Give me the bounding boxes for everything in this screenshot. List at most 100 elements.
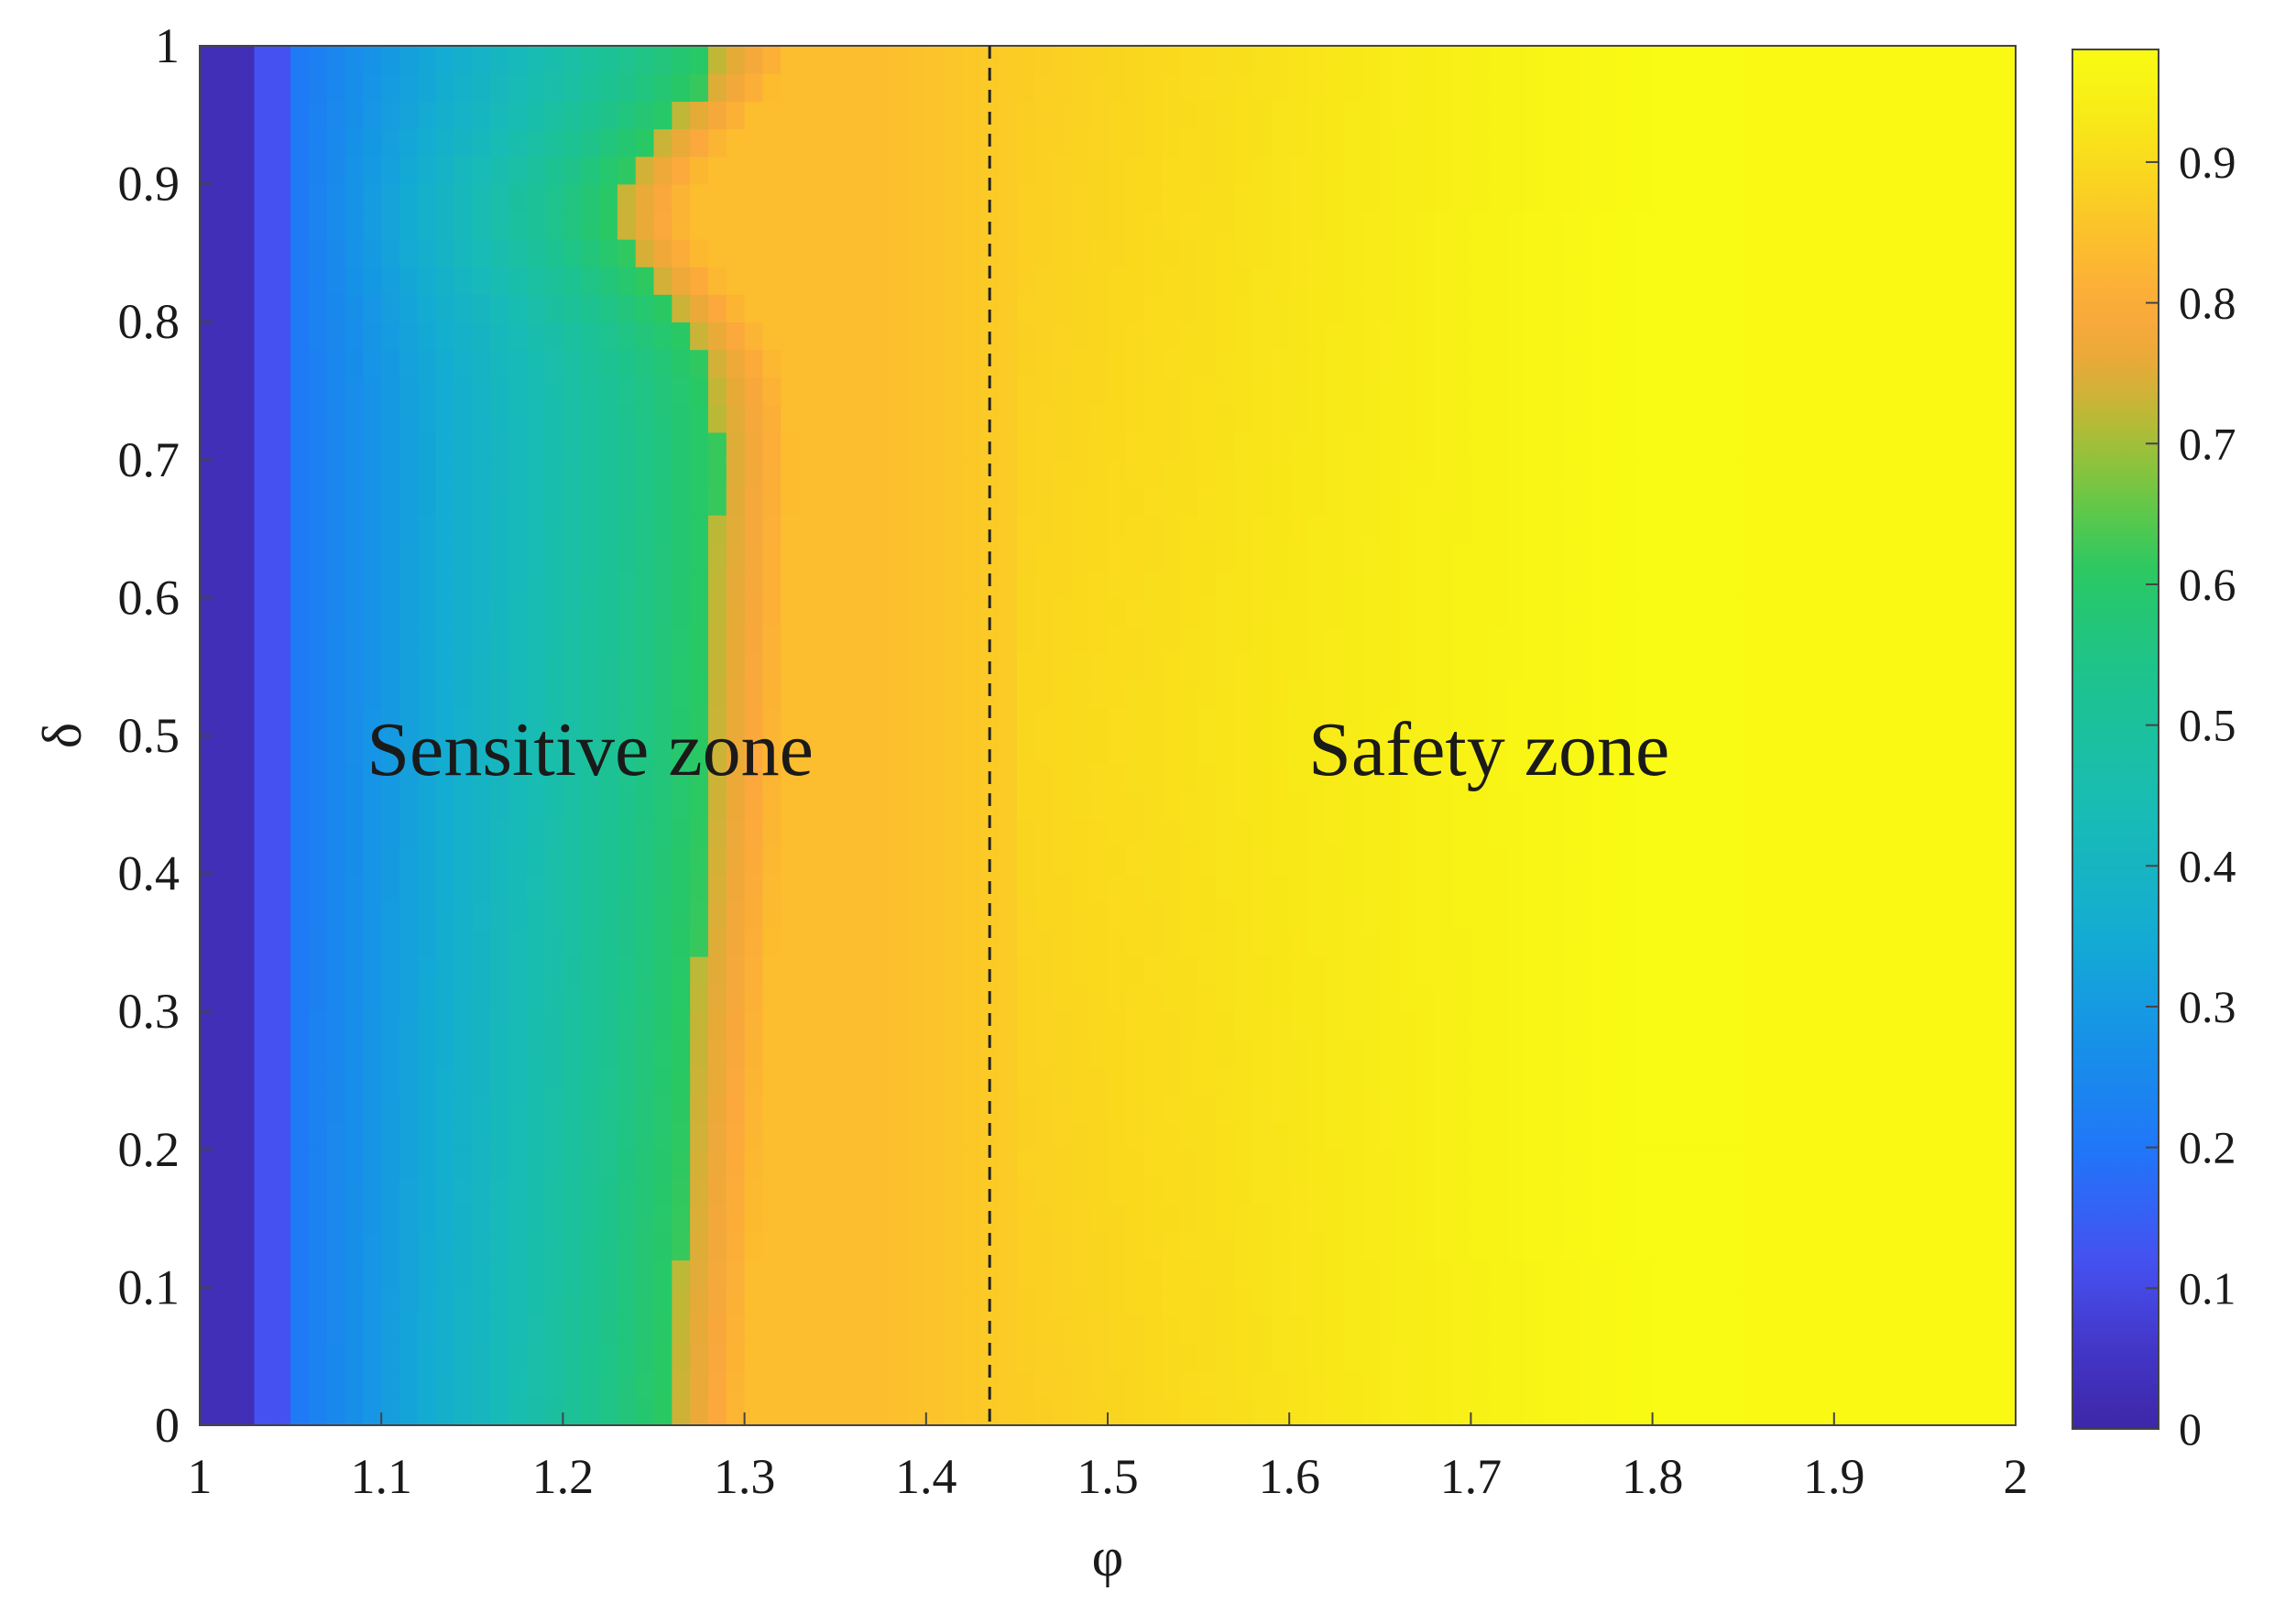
heatmap-cell	[1798, 1149, 1817, 1178]
heatmap-cell	[1034, 431, 1055, 461]
heatmap-cell	[1833, 1259, 1853, 1289]
heatmap-cell	[308, 266, 328, 295]
heatmap-cell	[635, 73, 655, 103]
heatmap-cell	[435, 707, 455, 736]
heatmap-cell	[399, 1039, 419, 1068]
heatmap-cell	[1598, 322, 1617, 351]
heatmap-cell	[1615, 652, 1635, 681]
heatmap-cell	[399, 294, 419, 322]
heatmap-cell	[363, 515, 382, 543]
heatmap-cell	[599, 1259, 618, 1289]
heatmap-cell	[944, 294, 964, 322]
heatmap-cell	[707, 1039, 727, 1068]
heatmap-cell	[907, 183, 927, 213]
heatmap-cell	[690, 238, 709, 267]
heatmap-cell	[1798, 707, 1817, 736]
heatmap-cell	[653, 680, 673, 709]
heatmap-cell	[1888, 294, 1908, 322]
heatmap-cell	[1942, 1369, 1962, 1399]
heatmap-cell	[1761, 459, 1781, 488]
heatmap-cell	[1071, 1066, 1090, 1095]
heatmap-cell	[1198, 46, 1218, 74]
heatmap-cell	[490, 542, 509, 572]
heatmap-cell	[1833, 1369, 1853, 1399]
heatmap-cell	[835, 486, 855, 516]
heatmap-cell	[1634, 928, 1654, 957]
heatmap-cell	[435, 404, 455, 433]
heatmap-cell	[1961, 349, 1981, 378]
heatmap-cell	[1180, 736, 1199, 764]
heatmap-cell	[744, 984, 764, 1012]
heatmap-cell	[1888, 1369, 1908, 1399]
heatmap-cell	[326, 266, 346, 295]
heatmap-cell	[962, 322, 982, 351]
heatmap-cell	[1089, 984, 1109, 1012]
heatmap-cell	[1271, 431, 1290, 461]
heatmap-cell	[1343, 211, 1363, 240]
heatmap-cell	[1198, 900, 1218, 930]
heatmap-cell	[1289, 322, 1308, 351]
heatmap-cell	[1380, 322, 1399, 351]
heatmap-cell	[1689, 845, 1708, 875]
heatmap-cell	[672, 1094, 691, 1123]
heatmap-cell	[581, 1342, 600, 1371]
heatmap-cell	[653, 1204, 673, 1233]
heatmap-cell	[1380, 1369, 1399, 1399]
heatmap-cell	[1252, 1066, 1273, 1095]
heatmap-cell	[816, 128, 836, 158]
heatmap-cell	[707, 73, 727, 103]
heatmap-cell	[254, 322, 274, 351]
heatmap-cell	[1561, 900, 1581, 930]
heatmap-cell	[980, 1149, 1000, 1178]
heatmap-cell	[1216, 652, 1236, 681]
heatmap-cell	[454, 570, 474, 599]
heatmap-cell	[254, 156, 274, 185]
heatmap-cell	[1979, 183, 1998, 213]
heatmap-cell	[672, 156, 691, 185]
heatmap-cell	[563, 873, 583, 902]
heatmap-cell	[1833, 625, 1853, 654]
heatmap-cell	[1053, 73, 1073, 103]
heatmap-cell	[1888, 1259, 1908, 1289]
heatmap-cell	[1507, 763, 1526, 792]
heatmap-cell	[1034, 1066, 1055, 1095]
heatmap-cell	[762, 652, 782, 681]
heatmap-cell	[1216, 984, 1236, 1012]
heatmap-cell	[1234, 101, 1254, 130]
heatmap-cell	[1580, 238, 1599, 267]
heatmap-cell	[1724, 431, 1744, 461]
heatmap-cell	[1689, 459, 1708, 488]
heatmap-cell	[1452, 680, 1472, 709]
heatmap-cell	[1507, 128, 1526, 158]
heatmap-cell	[999, 736, 1018, 764]
heatmap-cell	[1833, 1039, 1853, 1068]
heatmap-cell	[871, 873, 891, 902]
heatmap-cell	[1870, 736, 1890, 764]
heatmap-cell	[217, 183, 237, 213]
heatmap-cell	[1053, 1149, 1073, 1178]
heatmap-cell	[1198, 1397, 1218, 1425]
heatmap-cell	[1997, 515, 2016, 543]
heatmap-cell	[1761, 1259, 1781, 1289]
heatmap-cell	[1707, 211, 1726, 240]
heatmap-cell	[672, 1039, 691, 1068]
heatmap-cell	[399, 1314, 419, 1344]
heatmap-cell	[871, 790, 891, 820]
heatmap-cell	[1125, 1397, 1145, 1425]
heatmap-cell	[853, 680, 873, 709]
heatmap-cell	[235, 984, 256, 1012]
heatmap-cell	[617, 322, 637, 351]
heatmap-cell	[707, 900, 727, 930]
heatmap-cell	[1598, 845, 1617, 875]
heatmap-cell	[672, 928, 691, 957]
heatmap-cell	[1798, 404, 1817, 433]
heatmap-cell	[1380, 486, 1399, 516]
heatmap-cell	[853, 790, 873, 820]
heatmap-cell	[254, 46, 274, 74]
heatmap-cell	[1071, 1149, 1090, 1178]
heatmap-cell	[1343, 294, 1363, 322]
heatmap-cell	[1724, 652, 1744, 681]
heatmap-cell	[1561, 845, 1581, 875]
heatmap-cell	[1398, 73, 1417, 103]
heatmap-cell	[762, 211, 782, 240]
